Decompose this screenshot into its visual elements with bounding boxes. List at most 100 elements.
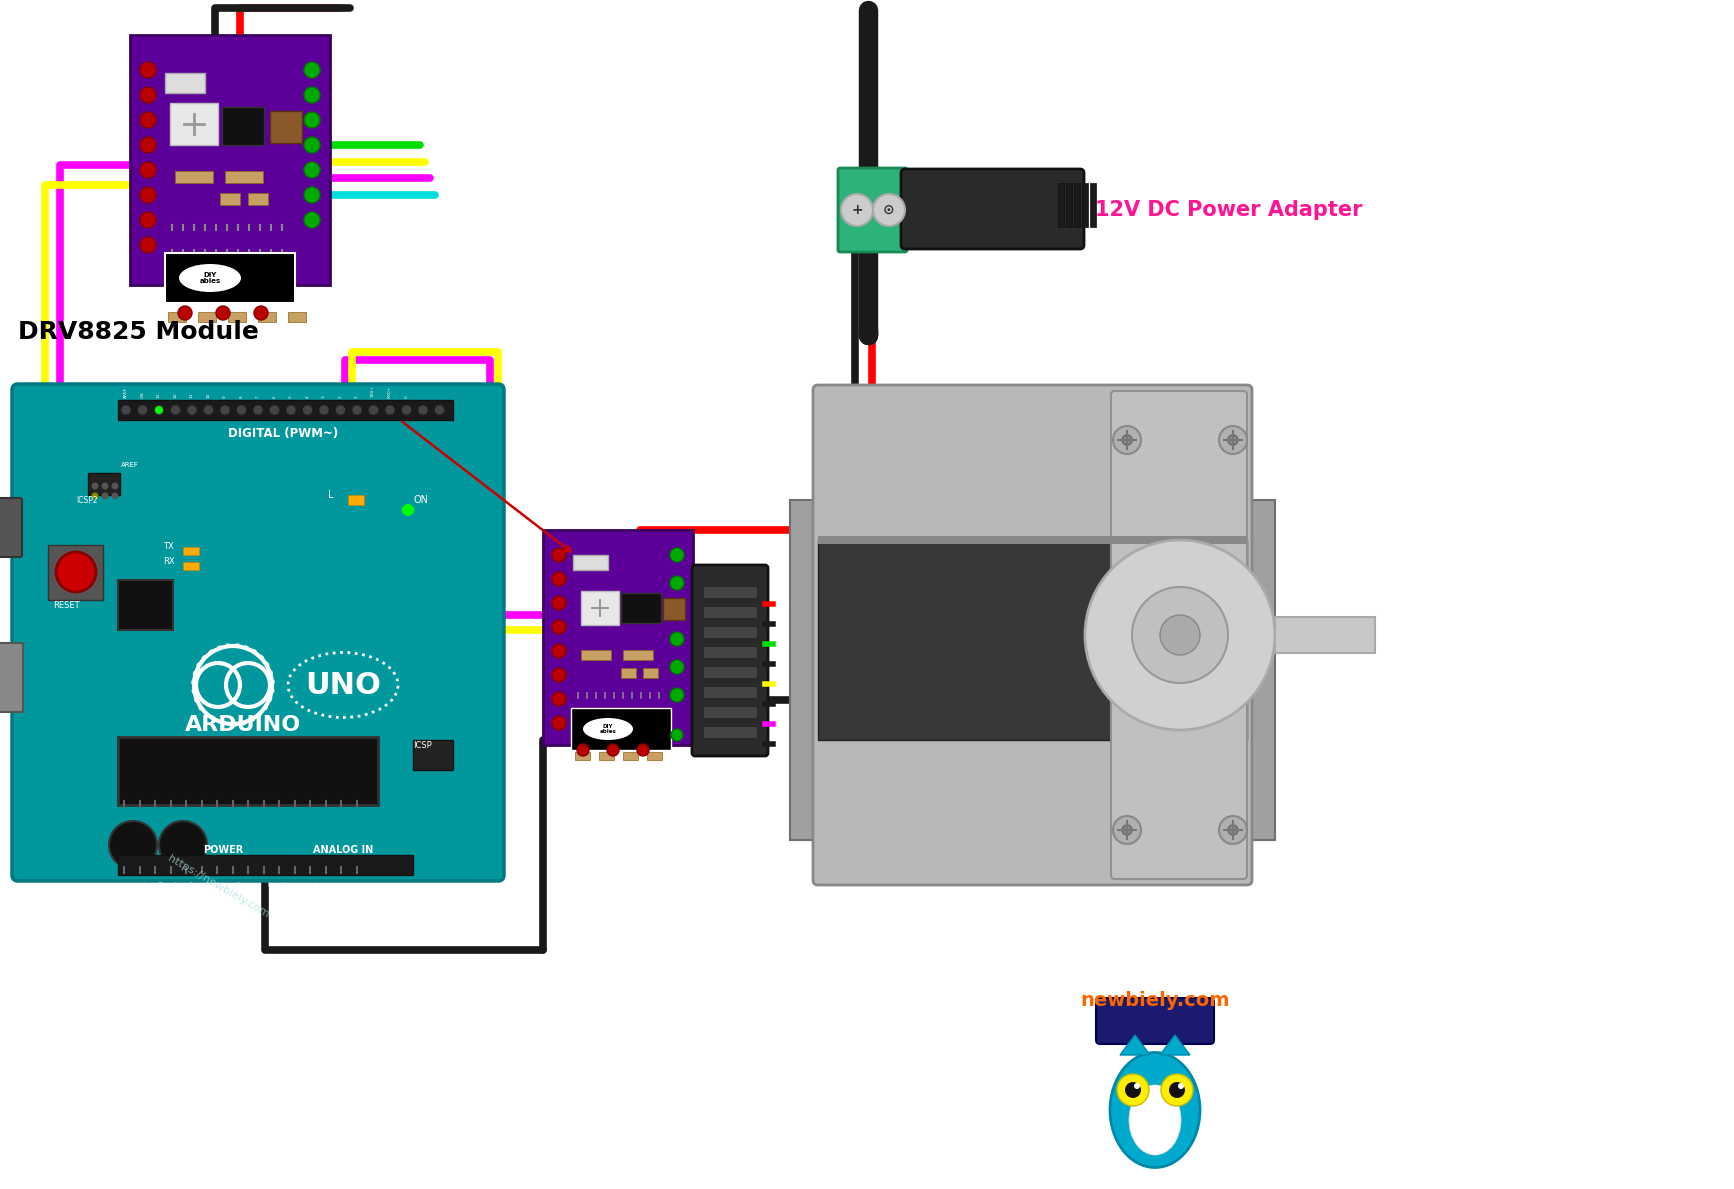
Circle shape (303, 162, 321, 178)
Circle shape (551, 692, 565, 706)
Bar (791, 501, 818, 839)
Circle shape (551, 716, 565, 730)
Bar (581, 650, 610, 660)
Circle shape (303, 112, 321, 128)
Bar (643, 668, 657, 678)
FancyBboxPatch shape (0, 643, 23, 712)
Text: UNO: UNO (305, 671, 381, 699)
Circle shape (302, 405, 312, 415)
Circle shape (55, 552, 95, 592)
Circle shape (1228, 825, 1238, 835)
Text: 10: 10 (206, 392, 210, 398)
Circle shape (1113, 816, 1141, 844)
Circle shape (102, 492, 109, 499)
Bar (170, 103, 218, 145)
Text: DRV8825 Module: DRV8825 Module (17, 320, 258, 344)
Circle shape (1177, 1083, 1184, 1089)
Circle shape (551, 572, 565, 586)
Circle shape (187, 405, 198, 415)
Bar (118, 580, 173, 630)
Text: 4: 4 (305, 395, 309, 398)
Circle shape (841, 194, 872, 226)
Bar (258, 312, 276, 322)
Text: 12V DC Power Adapter: 12V DC Power Adapter (1094, 200, 1363, 220)
Bar (1073, 183, 1080, 227)
Bar (623, 650, 654, 660)
Text: TX: TX (163, 542, 173, 551)
Bar (702, 625, 758, 638)
Text: GND: GND (206, 880, 210, 889)
Circle shape (551, 619, 565, 634)
Text: ICSP2: ICSP2 (76, 496, 97, 505)
Circle shape (352, 405, 362, 415)
Circle shape (1132, 587, 1228, 682)
Circle shape (154, 405, 165, 415)
Text: GN: GN (140, 391, 144, 398)
Bar (248, 193, 269, 205)
Text: https://newbiely.com: https://newbiely.com (165, 854, 271, 920)
FancyBboxPatch shape (12, 384, 505, 881)
Circle shape (385, 405, 395, 415)
Circle shape (140, 212, 156, 228)
Text: 9: 9 (224, 395, 227, 398)
Circle shape (669, 575, 683, 590)
Circle shape (669, 688, 683, 702)
Circle shape (551, 668, 565, 682)
Text: newbiely.com: newbiely.com (1080, 990, 1229, 1009)
Circle shape (102, 483, 109, 490)
Circle shape (303, 187, 321, 203)
Circle shape (92, 483, 99, 490)
Text: RX: RX (163, 556, 175, 566)
Text: +: + (851, 203, 864, 218)
Bar (702, 586, 758, 598)
Circle shape (111, 492, 118, 499)
Ellipse shape (179, 264, 241, 292)
FancyBboxPatch shape (130, 34, 329, 285)
Text: ANALOG IN: ANALOG IN (312, 845, 373, 855)
Text: GND: GND (191, 880, 194, 889)
Text: IOREF: IOREF (128, 880, 134, 893)
Bar (349, 495, 364, 505)
Text: 1: 1 (355, 395, 359, 398)
Bar (165, 253, 295, 303)
Bar (623, 751, 638, 760)
Circle shape (203, 405, 213, 415)
Bar (818, 536, 1247, 545)
Text: RX0+: RX0+ (388, 385, 392, 398)
FancyBboxPatch shape (1096, 998, 1214, 1044)
Bar (598, 751, 614, 760)
Text: 8: 8 (239, 395, 243, 398)
Circle shape (1219, 426, 1247, 454)
Circle shape (179, 306, 192, 320)
Circle shape (669, 633, 683, 646)
Circle shape (286, 405, 297, 415)
Bar (621, 668, 636, 678)
FancyBboxPatch shape (902, 169, 1084, 249)
FancyBboxPatch shape (0, 498, 23, 556)
Circle shape (220, 405, 231, 415)
Text: A4: A4 (300, 880, 303, 886)
Circle shape (671, 729, 683, 741)
Circle shape (1162, 1074, 1193, 1106)
Bar (1247, 501, 1274, 839)
Ellipse shape (1110, 1052, 1200, 1168)
Bar (165, 73, 205, 93)
Circle shape (137, 405, 147, 415)
Bar (118, 400, 453, 420)
Circle shape (872, 194, 905, 226)
Bar (222, 107, 264, 145)
Text: DIY
ables: DIY ables (199, 272, 220, 284)
Circle shape (435, 405, 444, 415)
Bar (572, 555, 609, 570)
Bar (1058, 183, 1065, 227)
Circle shape (303, 87, 321, 103)
FancyBboxPatch shape (543, 530, 694, 746)
Text: 11: 11 (191, 392, 194, 398)
Bar (118, 855, 413, 875)
Bar (227, 312, 246, 322)
Circle shape (303, 62, 321, 78)
Bar (1091, 183, 1096, 227)
Circle shape (154, 405, 163, 414)
FancyBboxPatch shape (838, 168, 907, 252)
Text: A1: A1 (253, 880, 257, 886)
